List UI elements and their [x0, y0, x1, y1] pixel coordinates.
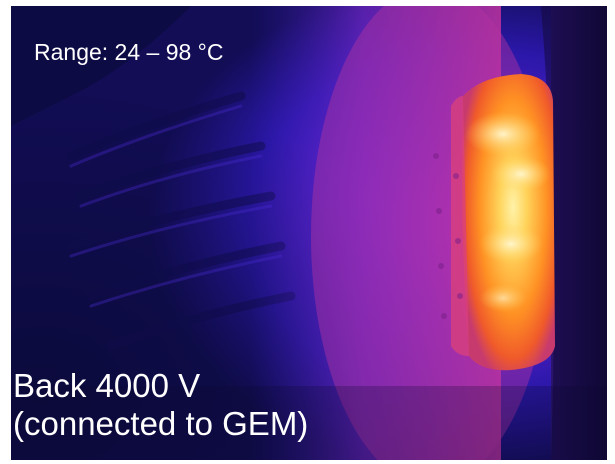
image-caption: Back 4000 V (connected to GEM)	[13, 367, 308, 443]
thermal-scene	[11, 6, 607, 460]
temperature-range-label: Range: 24 – 98 °C	[34, 39, 224, 65]
thermal-image: Range: 24 – 98 °C Back 4000 V (connected…	[11, 6, 607, 460]
caption-line-2: (connected to GEM)	[13, 405, 309, 442]
caption-line-1: Back 4000 V	[13, 367, 201, 404]
